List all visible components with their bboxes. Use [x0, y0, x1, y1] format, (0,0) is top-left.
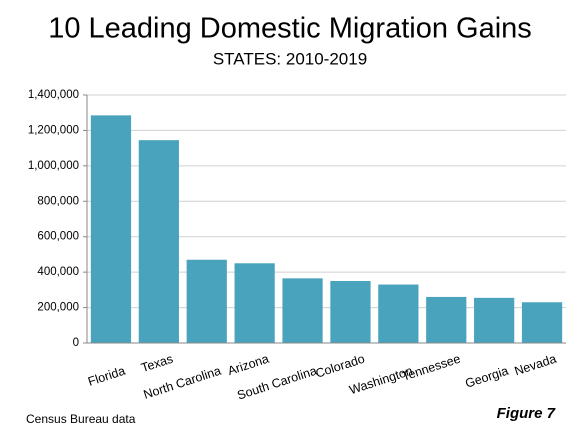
- bar: [426, 296, 467, 343]
- bar: [330, 281, 371, 343]
- bar: [474, 297, 515, 343]
- y-tick-label: 1,000,000: [28, 160, 79, 172]
- y-tick-label: 1,200,000: [28, 124, 79, 136]
- source-note: Census Bureau data: [26, 412, 136, 426]
- x-tick-label: Florida: [86, 364, 127, 389]
- y-tick-label: 200,000: [37, 302, 79, 314]
- x-tick-label: Nevada: [513, 352, 558, 379]
- y-tick-label: 800,000: [37, 195, 79, 207]
- bar: [521, 302, 563, 343]
- x-tick-label: Tennessee: [400, 352, 462, 384]
- bar: [186, 259, 227, 343]
- chart-title: 10 Leading Domestic Migration Gains: [48, 13, 532, 45]
- y-tick-label: 600,000: [37, 231, 79, 243]
- figure-label: Figure 7: [497, 405, 556, 422]
- x-tick-label: Colorado: [314, 352, 367, 381]
- bar: [234, 263, 275, 343]
- bar: [138, 140, 179, 343]
- x-tick-label: Georgia: [463, 364, 510, 391]
- x-tick-label: Texas: [139, 352, 174, 375]
- x-tick-label: Arizona: [226, 352, 271, 378]
- y-tick-label: 1,400,000: [28, 89, 79, 101]
- chart-subtitle: STATES: 2010-2019: [213, 49, 367, 68]
- bar: [282, 278, 323, 343]
- y-tick-label: 400,000: [37, 266, 79, 278]
- bar: [378, 284, 419, 343]
- y-tick-label: 0: [73, 337, 79, 349]
- bar: [90, 115, 132, 343]
